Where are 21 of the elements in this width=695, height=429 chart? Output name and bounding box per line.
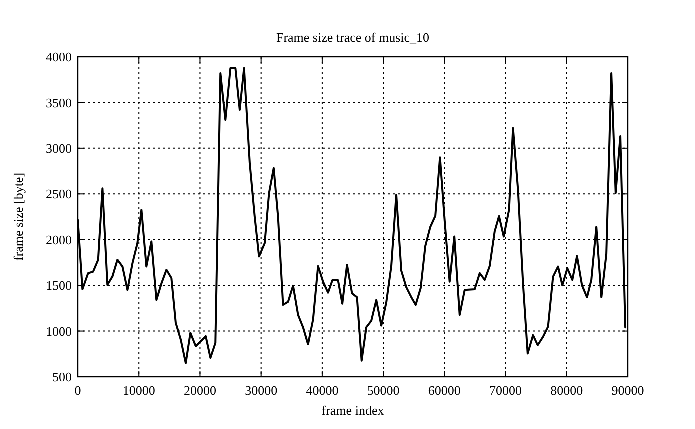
- x-tick-label: 0: [74, 383, 82, 398]
- chart-title: Frame size trace of music_10: [276, 30, 430, 45]
- x-tick-label: 80000: [550, 383, 584, 398]
- x-tick-label: 10000: [122, 383, 156, 398]
- y-tick-label: 4000: [46, 50, 72, 65]
- y-tick-label: 3500: [46, 95, 72, 110]
- y-tick-label: 2500: [46, 186, 72, 202]
- x-tick-label: 30000: [245, 383, 278, 398]
- y-tick-label: 3000: [46, 140, 72, 156]
- x-axis-title: frame index: [322, 403, 385, 418]
- x-tick-label: 50000: [367, 383, 400, 398]
- y-tick-label: 1000: [46, 324, 72, 339]
- x-tick-label: 20000: [184, 383, 216, 398]
- x-tick-label: 60000: [428, 383, 461, 398]
- y-axis-title: frame size [byte]: [11, 172, 26, 262]
- x-tick-label: 90000: [612, 383, 644, 398]
- x-tick-label: 70000: [490, 383, 522, 398]
- x-tick-label: 40000: [306, 383, 339, 398]
- y-tick-label: 2000: [46, 232, 72, 248]
- y-tick-label: 500: [52, 370, 72, 385]
- y-tick-label: 1500: [46, 278, 72, 294]
